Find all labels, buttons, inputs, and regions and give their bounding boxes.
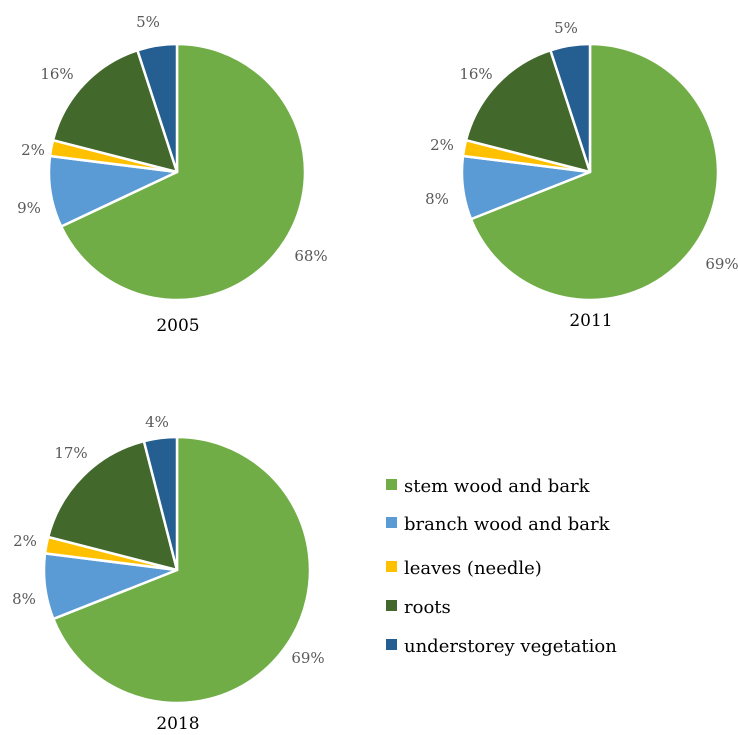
legend-label-stem-wood: stem wood and bark <box>404 476 591 497</box>
legend-label-leaves: leaves (needle) <box>404 558 542 579</box>
data-label-2005-roots: 16% <box>40 65 73 83</box>
data-label-2011-leaves: 2% <box>430 136 454 154</box>
data-label-2011-branch-wood: 8% <box>425 190 449 208</box>
data-label-2011-stem-wood: 69% <box>705 255 738 273</box>
pie-slice-2011-roots <box>464 49 592 174</box>
legend-label-roots: roots <box>404 597 451 618</box>
pie-slice-2005-stem-wood <box>59 42 307 302</box>
legend-swatch-leaves <box>386 561 397 572</box>
legend-label-branch-wood: branch wood and bark <box>404 514 611 535</box>
pie-slice-2018-understorey <box>142 435 179 572</box>
data-label-2011-roots: 16% <box>459 65 492 83</box>
pie-slice-2005-roots <box>51 49 179 174</box>
pie-slice-2011-stem-wood <box>469 42 720 302</box>
pie-title-2005: 2005 <box>156 316 199 336</box>
data-label-2018-understorey: 4% <box>145 413 169 431</box>
data-label-2018-roots: 17% <box>54 444 87 462</box>
pie-slice-2018-roots <box>46 439 179 572</box>
legend-swatch-roots <box>386 600 397 611</box>
pie-slice-2011-understorey <box>549 42 592 174</box>
pie-title-2018: 2018 <box>156 714 199 734</box>
data-label-2005-understorey: 5% <box>136 13 160 31</box>
pie-title-2011: 2011 <box>569 311 612 331</box>
legend-swatch-branch-wood <box>386 517 397 528</box>
legend: stem wood and bark branch wood and bark … <box>386 476 617 657</box>
pie-slice-2018-stem-wood <box>52 435 312 705</box>
data-label-2018-leaves: 2% <box>13 532 37 550</box>
data-label-2018-stem-wood: 69% <box>291 649 324 667</box>
legend-label-understorey: understorey vegetation <box>404 636 617 657</box>
pie-slice-2005-understorey <box>136 42 179 174</box>
legend-swatch-stem-wood <box>386 479 397 490</box>
data-label-2018-branch-wood: 8% <box>12 590 36 608</box>
data-label-2005-leaves: 2% <box>21 141 45 159</box>
data-label-2005-branch-wood: 9% <box>17 199 41 217</box>
data-label-2005-stem-wood: 68% <box>294 247 327 265</box>
data-label-2011-understorey: 5% <box>554 19 578 37</box>
pie-charts-group: 68% 9% 2% 16% 5% 2005 69% 8% 2% 16% 5% 2011 69% 8% 2% 1… <box>12 13 738 734</box>
legend-swatch-understorey <box>386 639 397 650</box>
